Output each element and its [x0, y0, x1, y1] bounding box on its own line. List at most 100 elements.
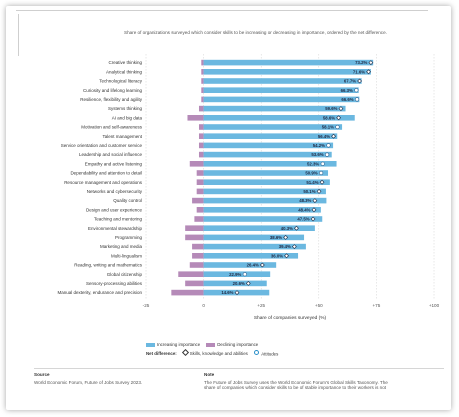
declining-bar: [178, 271, 204, 277]
x-tick-label: +100: [429, 303, 440, 308]
category-label: Reading, writing and mathematics: [74, 263, 143, 268]
category-label: Multi-lingualism: [111, 253, 142, 258]
category-label: Analytical thinking: [106, 69, 143, 74]
net-difference-label: 39.4%: [279, 244, 291, 249]
attitudes-marker: [320, 161, 325, 166]
declining-bar: [201, 96, 204, 103]
footer-note: Note The Future of Jobs Survey uses the …: [204, 372, 444, 390]
declining-bar: [201, 59, 204, 66]
declining-bar: [198, 151, 204, 158]
source-heading: Source: [34, 372, 50, 377]
category-label: Teaching and mentoring: [94, 217, 143, 222]
attitudes-marker: [354, 97, 360, 102]
net-difference-label: 14.6%: [221, 290, 233, 295]
declining-bar: [201, 87, 204, 93]
net-difference-label: 47.5%: [297, 217, 309, 222]
legend-declining: Declining importance: [206, 342, 258, 347]
net-difference-label: 58.6%: [323, 115, 335, 120]
net-difference-label: 20.6%: [233, 281, 245, 286]
category-label: Programming: [115, 235, 143, 240]
skills-marker: [368, 60, 374, 66]
declining-bar: [201, 69, 204, 75]
skills-marker: [336, 115, 342, 121]
net-difference-label: 59.6%: [325, 106, 337, 111]
declining-bar: [185, 225, 204, 231]
skills-marker: [311, 207, 317, 213]
skills-marker: [366, 69, 371, 75]
declining-bar: [185, 280, 204, 287]
attitudes-marker: [324, 152, 330, 157]
skills-marker: [294, 225, 299, 231]
increasing-bar: [203, 142, 334, 149]
skills-marker: [245, 280, 251, 286]
category-label: Curiosity and lifelong learning: [83, 88, 143, 93]
x-tick-label: 0: [202, 303, 205, 308]
increasing-bar: [203, 133, 338, 139]
increasing-bar: [203, 207, 321, 213]
legend-declining-label: Declining importance: [217, 342, 259, 347]
skills-marker: [338, 106, 344, 112]
net-difference-label: 66.6%: [341, 97, 353, 102]
increasing-bar: [203, 161, 337, 167]
x-axis-label: Share of companies surveyed (%): [254, 315, 327, 321]
attitudes-marker: [319, 170, 324, 176]
skills-marker: [319, 179, 325, 185]
declining-bar: [198, 133, 204, 139]
category-label: Sensory-processing abilities: [86, 281, 143, 286]
skills-marker: [310, 216, 316, 222]
category-label: AI and big data: [112, 115, 143, 120]
diamond-icon: [181, 349, 189, 357]
x-tick-label: +25: [257, 303, 265, 308]
chart-subtitle: Share of organizations surveyed which co…: [124, 30, 387, 35]
declining-bar: [196, 207, 204, 213]
category-label: Marketing and media: [100, 244, 143, 249]
attitudes-marker: [326, 143, 331, 148]
category-label: Empathy and active listening: [85, 161, 143, 166]
declining-bar: [194, 216, 204, 222]
increasing-bar: [203, 243, 306, 250]
increasing-bar: [203, 188, 326, 195]
declining-bar: [198, 124, 204, 130]
x-tick-label: -25: [143, 303, 150, 308]
increasing-bar: [203, 96, 360, 103]
legend-increasing-label: Increasing importance: [157, 342, 201, 347]
declining-bar: [171, 289, 204, 296]
net-difference-label: 51.4%: [306, 180, 318, 185]
declining-bar: [185, 234, 204, 241]
category-label: Service orientation and customer service: [61, 143, 143, 148]
increasing-bar: [203, 170, 329, 176]
legend-attitudes: Attitudes: [253, 350, 278, 356]
net-difference-label: 40.3%: [281, 226, 293, 231]
declining-bar: [192, 197, 204, 204]
declining-bar: [196, 170, 204, 176]
increasing-bar: [203, 105, 346, 112]
increasing-bar: [203, 271, 271, 277]
note-heading: Note: [204, 372, 215, 377]
declining-bar: [196, 179, 204, 185]
chart-card: Share of organizations surveyed which co…: [6, 6, 451, 410]
declining-bar: [198, 105, 204, 112]
category-label: Global citizenship: [107, 272, 143, 277]
category-label: Talent management: [102, 134, 142, 139]
increasing-bar: [203, 87, 359, 93]
x-tick-label: +50: [315, 303, 323, 308]
skills-marker: [283, 234, 289, 240]
skills-marker: [331, 133, 336, 139]
net-difference-label: 26.4%: [247, 263, 259, 268]
footer-source: Source World Economic Forum, Future of J…: [34, 372, 142, 385]
category-label: Leadership and social influence: [79, 152, 143, 157]
category-label: Creative thinking: [108, 60, 142, 65]
skills-marker: [291, 244, 297, 250]
increasing-bar: [203, 225, 315, 231]
legend-increasing: Increasing importance: [146, 342, 200, 347]
legend-net-label: Net difference:: [146, 350, 177, 356]
increasing-bar: [203, 151, 332, 158]
skills-marker: [357, 78, 362, 84]
bar-chart: -25 0 +25 +50 +75 +100 Share of companies surv…: [58, 54, 440, 321]
note-line-1: The Future of Jobs Survey uses the World…: [204, 380, 388, 385]
net-difference-label: 48.4%: [298, 207, 310, 212]
net-difference-label: 58.1%: [322, 125, 334, 130]
net-difference-label: 36.0%: [271, 253, 283, 258]
declining-bar: [201, 78, 204, 84]
category-label: Technological literacy: [99, 79, 143, 84]
